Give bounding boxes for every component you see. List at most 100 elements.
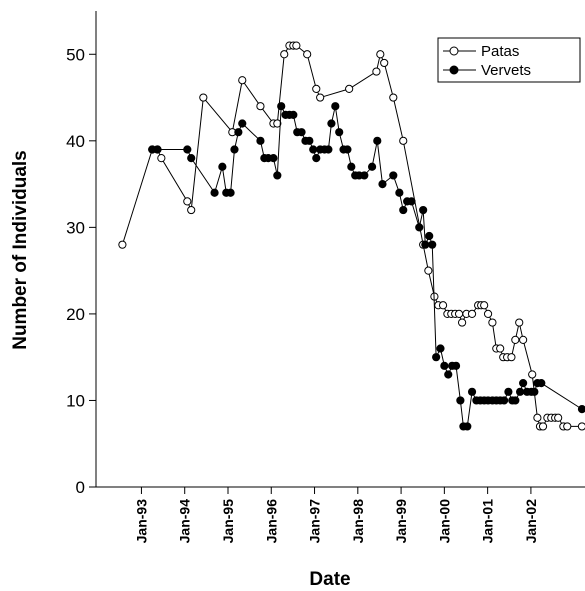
data-point — [530, 387, 539, 396]
legend-label: Patas — [481, 43, 519, 60]
legend-label: Vervets — [481, 62, 531, 79]
data-point — [537, 379, 546, 388]
data-point — [238, 76, 247, 85]
data-point — [234, 128, 243, 137]
data-point — [218, 162, 227, 171]
data-point — [428, 240, 437, 249]
x-tick-label: Jan-95 — [220, 499, 236, 544]
x-tick-label: Jan-02 — [523, 499, 539, 544]
data-point — [511, 396, 520, 405]
data-point — [454, 309, 464, 319]
data-point — [345, 84, 354, 93]
y-tick-label: 50 — [66, 45, 85, 64]
data-point — [280, 50, 289, 59]
data-point — [438, 301, 448, 310]
data-point — [256, 136, 265, 145]
data-point — [183, 145, 192, 154]
data-point — [577, 422, 585, 431]
data-point — [187, 154, 196, 163]
data-point — [504, 387, 513, 396]
data-point — [277, 102, 286, 111]
y-tick-label: 40 — [66, 132, 85, 151]
data-point — [407, 197, 416, 206]
data-point — [376, 50, 385, 59]
data-point — [199, 93, 208, 102]
data-point — [458, 318, 467, 327]
data-point — [480, 301, 489, 310]
data-point — [415, 223, 424, 232]
series-line — [121, 45, 582, 427]
data-point — [312, 84, 321, 93]
data-point — [380, 58, 389, 68]
data-point — [496, 344, 505, 353]
data-point — [519, 379, 528, 388]
data-point — [372, 67, 381, 76]
data-point — [230, 145, 239, 154]
legend-box — [437, 37, 581, 83]
data-point — [297, 128, 306, 137]
data-point — [399, 136, 408, 145]
data-point — [432, 353, 441, 362]
y-tick-label: 30 — [66, 218, 85, 237]
data-point — [528, 370, 537, 379]
data-point — [519, 335, 528, 344]
data-point — [467, 387, 477, 396]
data-point — [324, 145, 333, 154]
data-point — [515, 387, 525, 396]
data-point — [183, 197, 192, 206]
data-point — [157, 154, 166, 163]
data-point — [499, 396, 509, 405]
data-point — [467, 309, 477, 319]
data-point — [424, 266, 433, 275]
data-point — [118, 240, 127, 249]
data-point — [488, 318, 497, 327]
data-point — [577, 405, 585, 414]
data-point — [335, 128, 344, 137]
data-point — [360, 171, 369, 180]
data-point — [389, 93, 398, 102]
data-point — [187, 205, 196, 215]
x-tick-label: Jan-98 — [350, 499, 366, 544]
data-point — [436, 344, 445, 353]
data-point — [273, 119, 282, 128]
data-point — [515, 318, 524, 327]
data-point — [289, 110, 298, 119]
data-point — [367, 162, 377, 171]
legend-marker — [449, 65, 459, 75]
data-point — [507, 353, 516, 362]
data-point — [238, 119, 247, 128]
data-point — [373, 136, 382, 145]
data-point — [444, 370, 453, 379]
x-tick-label: Jan-94 — [177, 499, 193, 544]
x-tick-label: Jan-96 — [263, 499, 279, 544]
x-tick-label: Jan-99 — [393, 499, 409, 544]
data-point — [226, 188, 235, 197]
data-point — [292, 41, 301, 50]
data-point — [421, 240, 430, 249]
data-point — [273, 171, 282, 180]
data-point — [327, 119, 336, 128]
y-tick-label: 0 — [76, 478, 85, 497]
x-tick-label: Jan-97 — [307, 499, 323, 544]
data-point — [511, 335, 520, 344]
series-line — [152, 104, 583, 427]
y-tick-label: 10 — [66, 391, 85, 410]
data-point — [554, 413, 563, 422]
data-point — [378, 179, 387, 189]
legend-marker — [449, 46, 459, 56]
data-point — [399, 205, 408, 215]
data-point — [419, 205, 428, 215]
data-point — [425, 231, 434, 241]
data-point — [483, 309, 493, 319]
data-point — [305, 136, 314, 145]
data-point — [533, 413, 542, 422]
data-point — [389, 171, 398, 180]
data-point — [451, 361, 461, 370]
data-point — [538, 422, 548, 431]
y-axis-label: Number of Individuals — [10, 150, 31, 350]
x-tick-label: Jan-00 — [436, 499, 452, 544]
data-point — [269, 154, 278, 163]
y-tick-label: 20 — [66, 305, 85, 324]
data-point — [343, 145, 352, 154]
